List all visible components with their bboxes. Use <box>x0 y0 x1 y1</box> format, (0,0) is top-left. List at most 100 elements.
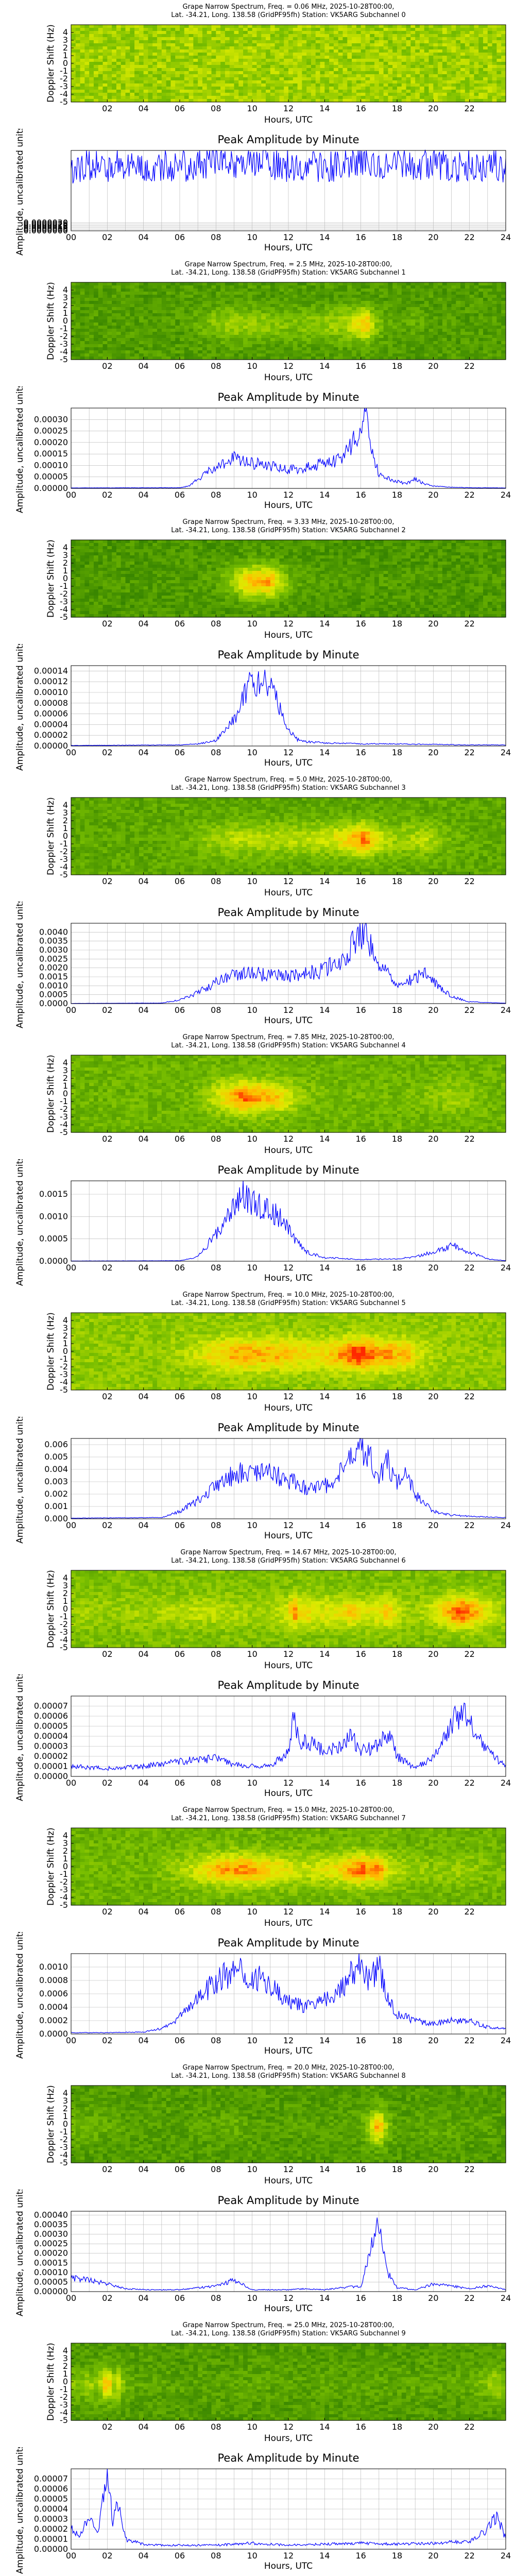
heatmap-cell <box>134 25 140 28</box>
heatmap-cell <box>148 74 153 78</box>
heatmap-cell <box>84 77 90 81</box>
heatmap-cell <box>460 295 466 298</box>
heatmap-cell <box>424 49 430 53</box>
heatmap-cell <box>279 304 284 308</box>
heatmap-cell <box>311 43 316 47</box>
heatmap-cell <box>279 56 284 59</box>
heatmap-cell <box>71 298 76 301</box>
heatmap-cell <box>447 74 452 78</box>
heatmap-cell <box>456 65 461 69</box>
heatmap-cell <box>170 316 176 320</box>
heatmap-cell <box>356 90 362 93</box>
heatmap-cell <box>166 304 171 308</box>
heatmap-cell <box>460 292 466 295</box>
heatmap-cell <box>415 99 420 103</box>
heatmap-cell <box>496 289 502 292</box>
heatmap-cell <box>93 68 99 72</box>
heatmap-cell <box>247 341 253 345</box>
heatmap-cell <box>188 65 194 69</box>
heatmap-cell <box>365 80 370 84</box>
heatmap-cell <box>388 25 393 28</box>
heatmap-cell <box>256 53 262 56</box>
heatmap-cell <box>130 316 135 320</box>
heatmap-cell <box>152 298 158 301</box>
heatmap-cell <box>152 295 158 298</box>
heatmap-cell <box>134 34 140 38</box>
heatmap-cell <box>406 90 411 93</box>
heatmap-cell <box>143 329 149 332</box>
heatmap-cell <box>424 323 430 326</box>
heatmap-cell <box>279 289 284 292</box>
heatmap-cell <box>415 304 420 308</box>
heatmap-cell <box>116 341 122 345</box>
heatmap-cell <box>428 49 434 53</box>
heatmap-cell <box>451 338 456 342</box>
heatmap-cell <box>266 316 271 320</box>
heatmap-cell <box>365 335 370 338</box>
heatmap-cell <box>383 285 389 289</box>
heatmap-cell <box>352 93 357 96</box>
heatmap-cell <box>347 80 352 84</box>
heatmap-cell <box>216 295 221 298</box>
heatmap-cell <box>71 25 76 28</box>
heatmap-cell <box>180 298 185 301</box>
heatmap-cell <box>392 87 398 90</box>
heatmap-cell <box>388 53 393 56</box>
heatmap-cell <box>401 53 407 56</box>
heatmap-cell <box>220 329 226 332</box>
heatmap-cell <box>93 310 99 314</box>
heatmap-cell <box>270 49 276 53</box>
heatmap-cell <box>89 350 94 354</box>
heatmap-cell <box>93 332 99 335</box>
heatmap-cell <box>143 304 149 308</box>
heatmap-cell <box>460 56 466 59</box>
heatmap-cell <box>383 96 389 99</box>
heatmap-cell <box>252 323 258 326</box>
heatmap-cell <box>478 40 484 44</box>
grid <box>71 150 506 231</box>
heatmap-cell <box>356 292 362 295</box>
heatmap-cell <box>243 31 248 35</box>
heatmap-cell <box>492 332 497 335</box>
heatmap-cell <box>329 301 334 304</box>
heatmap-cell <box>320 319 325 323</box>
heatmap-cell <box>93 59 99 62</box>
heatmap-cell <box>352 74 357 78</box>
heatmap-cell <box>492 338 497 342</box>
heatmap-cell <box>229 304 235 308</box>
heatmap-cell <box>93 323 99 326</box>
heatmap-cell <box>347 353 352 357</box>
heatmap-cell <box>170 49 176 53</box>
heatmap-cell <box>465 323 470 326</box>
heatmap-cell <box>320 295 325 298</box>
heatmap-cell <box>143 316 149 320</box>
heatmap-cell <box>492 37 497 41</box>
heatmap-cell <box>84 289 90 292</box>
heatmap-cell <box>460 25 466 28</box>
heatmap-cell <box>207 316 212 320</box>
heatmap-cell <box>406 304 411 308</box>
heatmap-cell <box>324 326 330 329</box>
heatmap-cell <box>166 56 171 59</box>
heatmap-cell <box>121 87 126 90</box>
heatmap-cell <box>469 62 475 65</box>
heatmap-cell <box>451 344 456 348</box>
heatmap-cell <box>220 282 226 286</box>
heatmap-cell <box>225 99 230 103</box>
heatmap-cell <box>320 344 325 348</box>
heatmap-cell <box>360 282 366 286</box>
heatmap-cell <box>293 71 298 75</box>
heatmap-cell <box>107 282 112 286</box>
heatmap-cell <box>211 353 216 357</box>
heatmap-cell <box>356 59 362 62</box>
heatmap-cell <box>75 53 81 56</box>
heatmap-cell <box>397 304 402 308</box>
heatmap-cell <box>247 71 253 75</box>
heatmap-cell <box>487 53 493 56</box>
heatmap-cell <box>80 43 85 47</box>
heatmap-cell <box>284 99 289 103</box>
y-tick-label: 1 <box>63 50 68 60</box>
heatmap-cell <box>428 83 434 87</box>
heatmap-cell <box>198 353 203 357</box>
heatmap-cell <box>247 335 253 338</box>
